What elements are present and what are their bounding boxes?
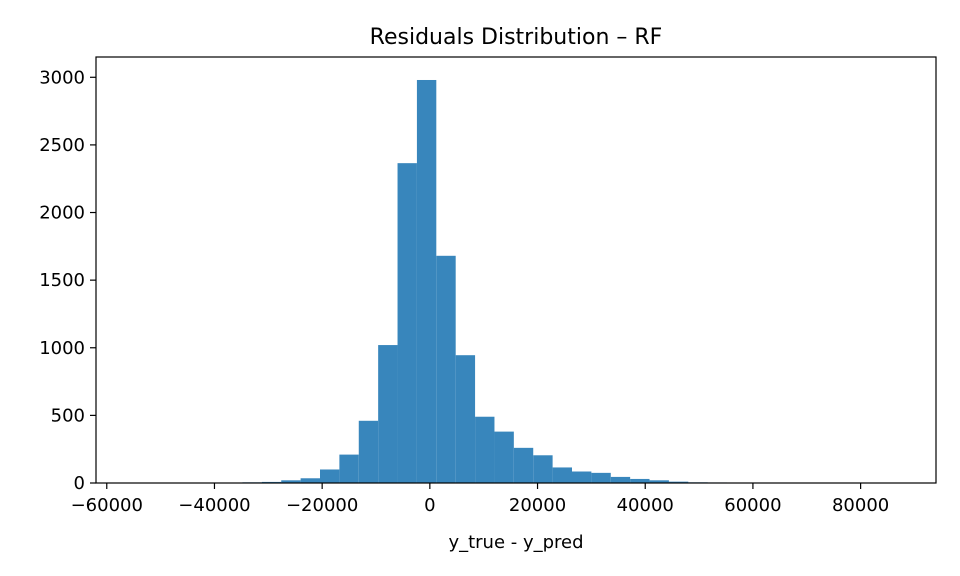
x-tick-label: 40000 xyxy=(617,495,674,516)
histogram-bar xyxy=(610,476,631,483)
histogram-bar xyxy=(378,345,398,483)
histogram-bar xyxy=(320,469,340,483)
histogram-bar xyxy=(533,455,553,483)
x-axis-ticks: −60000 −40000 −20000 0 20000 40000 60000 80000 xyxy=(71,483,889,516)
histogram-bar xyxy=(668,481,689,483)
histogram-bar xyxy=(281,480,301,483)
x-axis-label: y_true - y_pred xyxy=(448,532,583,553)
y-tick-label: 2000 xyxy=(39,203,85,224)
x-tick-label: 20000 xyxy=(509,495,566,516)
x-tick-label: −40000 xyxy=(178,495,250,516)
histogram-bar xyxy=(358,420,379,483)
histogram-bar xyxy=(300,478,320,483)
x-tick-label: 0 xyxy=(424,495,435,516)
histogram-bar xyxy=(630,478,650,483)
y-tick-label: 500 xyxy=(51,405,85,426)
histogram-bar xyxy=(552,467,572,483)
x-tick-label: −60000 xyxy=(71,495,143,516)
y-tick-label: 1000 xyxy=(39,338,85,359)
histogram-bar xyxy=(572,471,592,483)
histogram-bar xyxy=(416,79,437,484)
histogram-bar xyxy=(397,163,417,483)
y-axis-ticks: 0 500 1000 1500 2000 2500 3000 xyxy=(39,67,96,494)
histogram-bar xyxy=(513,447,534,483)
y-tick-label: 2500 xyxy=(39,135,85,156)
histogram-bar xyxy=(339,454,359,483)
histogram-bar xyxy=(494,431,514,483)
y-tick-label: 3000 xyxy=(39,67,85,88)
y-tick-label: 1500 xyxy=(39,270,85,291)
x-tick-label: 60000 xyxy=(724,495,781,516)
x-tick-label: 80000 xyxy=(832,495,889,516)
histogram-bar xyxy=(591,472,611,483)
histogram-bar xyxy=(436,255,456,483)
histogram-bar xyxy=(475,416,495,483)
chart-title: Residuals Distribution – RF xyxy=(370,25,663,50)
histogram-bar xyxy=(455,355,476,483)
histogram-bar xyxy=(649,480,669,483)
histogram-bars xyxy=(106,79,883,484)
x-tick-label: −20000 xyxy=(286,495,358,516)
plot-frame xyxy=(95,56,937,484)
y-tick-label: 0 xyxy=(74,473,85,494)
